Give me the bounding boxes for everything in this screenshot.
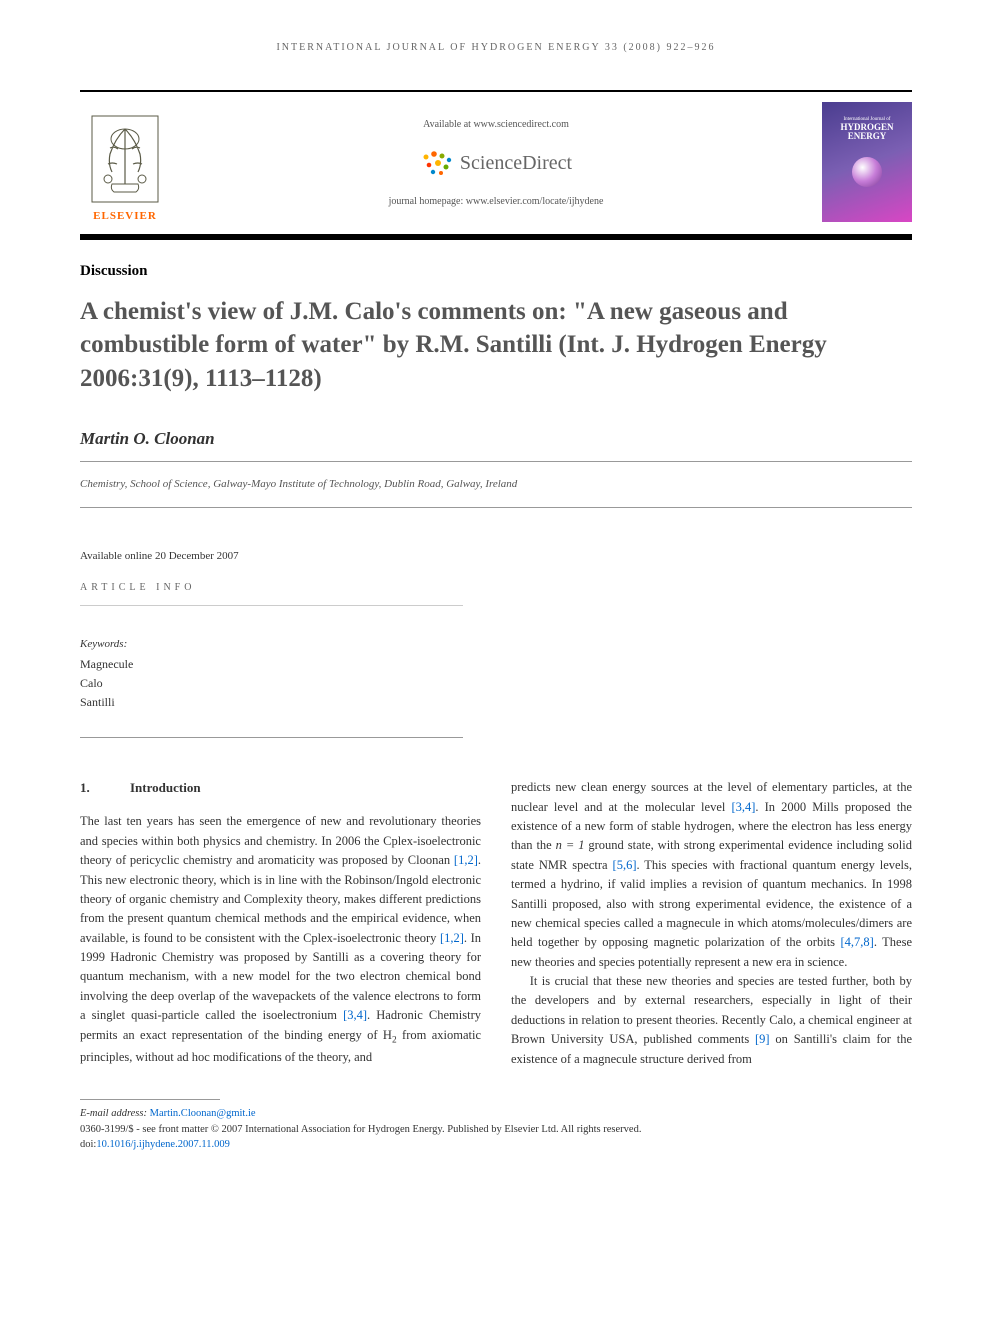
- footer-rule: [80, 1099, 220, 1100]
- keywords-label: Keywords:: [80, 636, 463, 653]
- sciencedirect-logo: ScienceDirect: [420, 148, 572, 178]
- article-info-heading: ARTICLE INFO: [80, 580, 463, 606]
- citation-link[interactable]: [9]: [755, 1032, 770, 1046]
- cover-graphic-icon: [852, 157, 882, 187]
- article-title: A chemist's view of J.M. Calo's comments…: [80, 295, 912, 396]
- email-link[interactable]: Martin.Cloonan@gmit.ie: [150, 1108, 256, 1119]
- copyright-line: 0360-3199/$ - see front matter © 2007 In…: [80, 1122, 912, 1138]
- section-number: 1.: [80, 778, 130, 798]
- section-heading: 1.Introduction: [80, 778, 481, 798]
- journal-header: ELSEVIER Available at www.sciencedirect.…: [80, 90, 912, 240]
- article-type: Discussion: [80, 260, 912, 283]
- elsevier-tree-icon: [90, 114, 160, 204]
- citation-link[interactable]: [1,2]: [454, 853, 478, 867]
- sciencedirect-wordmark: ScienceDirect: [460, 148, 572, 178]
- citation-link[interactable]: [5,6]: [613, 858, 637, 872]
- cover-title: International Journal of HYDROGEN ENERGY: [840, 117, 893, 142]
- keyword-item: Magnecule: [80, 655, 463, 674]
- elsevier-wordmark: ELSEVIER: [93, 208, 157, 225]
- footer-block: E-mail address: Martin.Cloonan@gmit.ie 0…: [80, 1106, 912, 1153]
- email-line: E-mail address: Martin.Cloonan@gmit.ie: [80, 1106, 912, 1122]
- article-info-block: Available online 20 December 2007 ARTICL…: [80, 548, 463, 739]
- keyword-item: Santilli: [80, 693, 463, 712]
- author-affiliation: Chemistry, School of Science, Galway-May…: [80, 461, 912, 508]
- citation-link[interactable]: [4,7,8]: [840, 935, 873, 949]
- citation-link[interactable]: [1,2]: [440, 931, 464, 945]
- paragraph: predicts new clean energy sources at the…: [511, 778, 912, 972]
- journal-homepage: journal homepage: www.elsevier.com/locat…: [389, 194, 604, 209]
- running-head: INTERNATIONAL JOURNAL OF HYDROGEN ENERGY…: [80, 40, 912, 55]
- journal-cover-thumb: International Journal of HYDROGEN ENERGY: [822, 102, 912, 222]
- elsevier-logo: ELSEVIER: [80, 92, 170, 234]
- column-left: 1.Introduction The last ten years has se…: [80, 778, 481, 1069]
- header-center: Available at www.sciencedirect.com: [170, 92, 822, 234]
- doi-link[interactable]: 10.1016/j.ijhydene.2007.11.009: [96, 1139, 229, 1150]
- body-columns: 1.Introduction The last ten years has se…: [80, 778, 912, 1069]
- citation-link[interactable]: [3,4]: [343, 1008, 367, 1022]
- available-at: Available at www.sciencedirect.com: [423, 117, 569, 132]
- online-date: Available online 20 December 2007: [80, 548, 463, 565]
- section-title: Introduction: [130, 780, 201, 795]
- sciencedirect-dots-icon: [420, 149, 454, 177]
- paragraph: It is crucial that these new theories an…: [511, 972, 912, 1069]
- doi-line: doi:10.1016/j.ijhydene.2007.11.009: [80, 1137, 912, 1153]
- paragraph: The last ten years has seen the emergenc…: [80, 812, 481, 1067]
- column-right: predicts new clean energy sources at the…: [511, 778, 912, 1069]
- author-name: Martin O. Cloonan: [80, 426, 912, 452]
- citation-link[interactable]: [3,4]: [731, 800, 755, 814]
- keyword-item: Calo: [80, 674, 463, 693]
